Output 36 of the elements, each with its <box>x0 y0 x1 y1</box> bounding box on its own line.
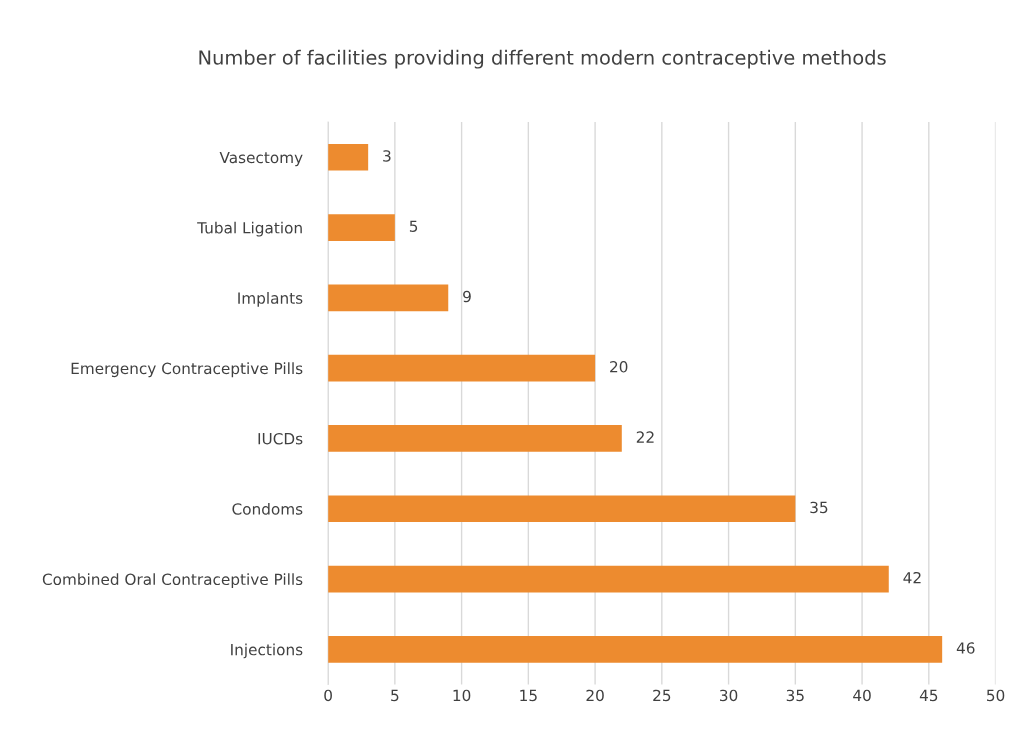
data-label: 5 <box>409 220 418 232</box>
x-tick-label: 0 <box>324 689 332 702</box>
y-tick-label: IUCDs <box>258 432 303 445</box>
bar <box>328 143 369 171</box>
data-label: 9 <box>463 290 471 303</box>
bar <box>328 495 796 523</box>
x-tick-label: 50 <box>987 689 1005 702</box>
bar <box>328 284 449 312</box>
x-tick-label: 30 <box>720 689 738 702</box>
data-label: 22 <box>636 431 654 443</box>
x-tick-label: 25 <box>653 689 671 702</box>
data-label: 3 <box>383 150 391 162</box>
chart-title: Number of facilities providing different modern contraceptive methods <box>199 49 886 69</box>
x-tick-label: 20 <box>586 689 604 702</box>
bar <box>328 565 889 593</box>
y-tick-label: Condoms <box>232 502 303 515</box>
x-tick-label: 15 <box>520 689 537 702</box>
bar <box>328 425 622 452</box>
y-tick-label: Emergency Contraceptive Pills <box>71 362 303 378</box>
data-label: 46 <box>956 642 975 654</box>
x-tick-label: 35 <box>786 689 804 702</box>
data-label: 35 <box>810 501 828 514</box>
y-tick-label: Implants <box>238 292 303 307</box>
x-tick-label: 40 <box>853 689 871 702</box>
data-label: 42 <box>903 571 921 584</box>
data-label: 20 <box>610 361 628 373</box>
x-tick-label: 10 <box>453 689 471 702</box>
bar <box>328 354 596 382</box>
y-tick-label: Combined Oral Contraceptive Pills <box>42 573 303 589</box>
x-tick-label: 45 <box>919 689 938 702</box>
y-tick-label: Tubal Ligation <box>197 221 302 237</box>
x-tick-label: 5 <box>391 689 399 702</box>
bar <box>328 635 943 663</box>
y-tick-label: Vasectomy <box>219 151 303 167</box>
bar <box>328 214 395 241</box>
y-tick-label: Injections <box>231 643 303 659</box>
